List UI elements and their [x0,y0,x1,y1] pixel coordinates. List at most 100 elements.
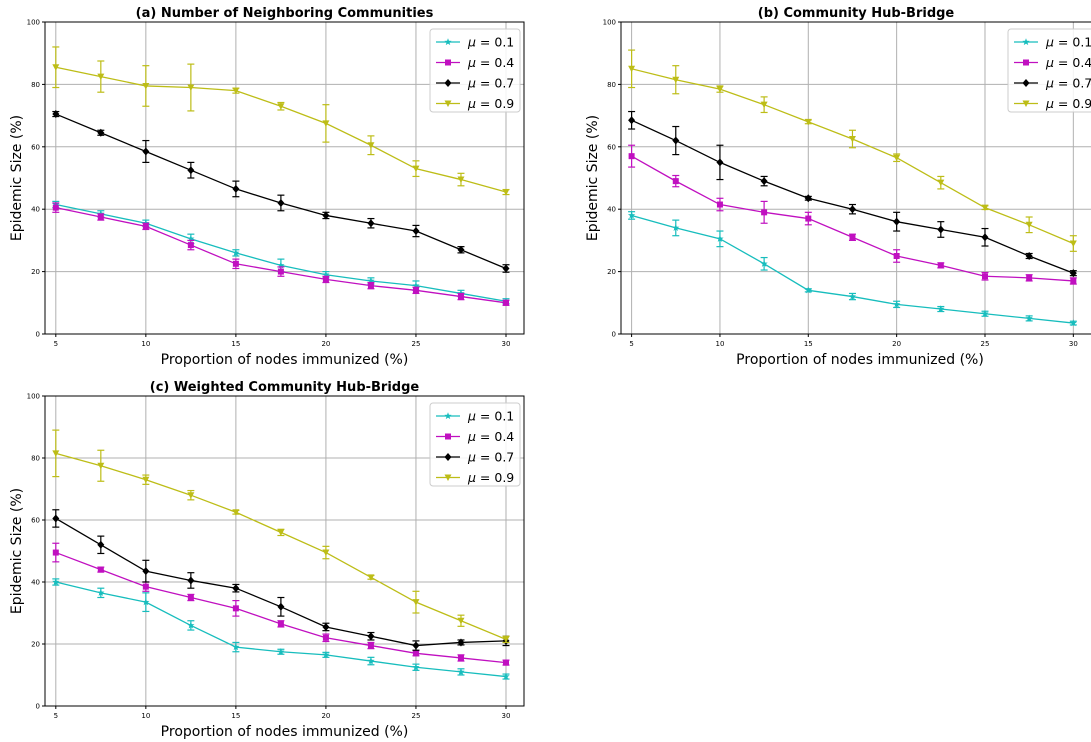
x-tick-label: 25 [411,340,420,348]
y-tick-label: 0 [36,331,40,339]
data-point [716,235,724,242]
legend-mu: μ [467,55,476,70]
data-point [716,201,723,208]
data-point [457,654,464,661]
y-tick-label: 60 [31,143,40,151]
data-point [232,260,239,267]
series-line [55,207,507,304]
legend-mu: μ [467,76,476,91]
data-point [628,153,635,160]
data-point [804,118,812,126]
data-point [457,668,465,675]
data-point [142,223,149,230]
data-point [805,215,812,222]
data-point [761,209,768,216]
chart-title: (c) Weighted Community Hub-Bridge [150,380,420,395]
data-point [848,205,856,214]
data-point [367,219,375,228]
legend-b: μ = 0.1μ = 0.4μ = 0.7μ = 0.9 [1007,28,1091,113]
data-point [187,235,195,242]
chart-panel-c: 5 10 15 20 25 30 0 20 40 60 80 100 (c) Weighted Comm… [9,380,525,740]
data-point [716,86,724,93]
x-tick-label: 5 [54,340,58,348]
legend-entry: μ = 0.9 [467,470,514,485]
data-point [322,622,330,631]
legend-marker [445,59,451,66]
data-point [1069,269,1077,278]
y-tick-label: 100 [27,19,40,27]
series-a-0 [52,200,510,305]
series-line [55,581,507,678]
series-line [55,113,507,270]
data-point [893,217,901,226]
data-point [457,293,464,300]
data-point [52,450,60,457]
y-tick-label: 100 [603,19,616,27]
legend-value: = 0.9 [476,96,514,111]
series-layer [52,46,510,306]
legend-marker [444,453,452,461]
data-point [672,76,680,84]
data-point [367,282,374,289]
legend-marker [1022,79,1030,87]
data-point [804,194,812,203]
series-c-0 [52,578,510,680]
data-point [142,598,150,606]
legend-entry: μ = 0.7 [467,76,514,91]
legend-marker [444,38,452,46]
data-point [502,672,510,680]
data-point [142,476,150,484]
series-b-0 [627,211,1077,327]
data-point [232,509,240,516]
data-point [981,204,989,212]
legend-mu: μ [1045,76,1054,91]
data-point [322,276,329,283]
series-b-2 [628,110,1077,278]
data-point [277,529,285,536]
data-point [97,589,105,596]
x-axis-label: Proportion of nodes immunized (%) [736,352,984,368]
legend-box [429,28,521,113]
x-tick-label: 25 [411,712,420,720]
chart-panel-b: 5 10 15 20 25 30 0 20 40 60 80 100 (b) Community Hub… [585,6,1091,368]
series-a-2 [52,110,510,273]
data-point [97,462,105,470]
data-point [893,300,901,308]
x-tick-label: 20 [321,340,330,348]
data-point [981,273,988,280]
legend-marker [1022,38,1030,46]
chart-title: (a) Number of Neighboring Communities [136,6,434,21]
chart-title: (b) Community Hub-Bridge [758,6,955,21]
legend-value: = 0.7 [476,76,514,91]
data-point [672,224,680,231]
data-point [502,659,509,666]
series-c-1 [52,542,510,666]
plot-frame [620,21,1091,335]
x-axis-label: Proportion of nodes immunized (%) [161,352,409,368]
data-point [937,179,945,187]
legend-value: = 0.4 [1054,55,1091,70]
data-point [322,211,330,220]
chart-panel-a: 5 10 15 20 25 30 0 20 40 60 80 100 (a) Number of Nei… [9,6,525,368]
data-point [322,120,330,127]
series-line [631,214,1074,324]
legend-value: = 0.7 [476,450,514,465]
legend-mu: μ [467,429,476,444]
data-point [412,281,420,289]
data-point [981,233,989,242]
y-axis-label: Epidemic Size (%) [585,115,601,241]
legend-mu: μ [467,96,476,111]
series-b-1 [628,144,1077,285]
data-point [232,584,240,593]
data-point [367,642,374,649]
series-line [55,203,507,302]
data-point [52,549,59,556]
y-tick-label: 0 [612,331,616,339]
data-point [97,214,104,220]
data-point [142,583,149,590]
legend-entry: μ = 0.9 [1045,96,1091,111]
data-point [322,270,330,278]
y-tick-label: 80 [31,81,40,89]
legend-marker [444,474,452,481]
x-tick-label: 15 [231,712,240,720]
